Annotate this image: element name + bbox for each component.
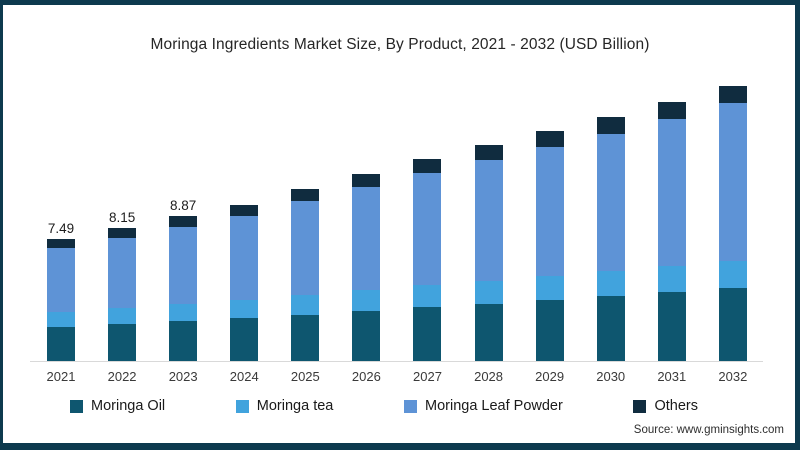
- x-axis-tick-label: 2032: [718, 369, 748, 384]
- legend-label: Moringa tea: [256, 398, 334, 414]
- bar-column-2030: 2030: [596, 117, 625, 384]
- bar-column-2025: 2025: [291, 189, 320, 384]
- x-axis-tick-label: 2027: [413, 369, 442, 384]
- x-axis-tick-label: 2028: [474, 369, 504, 384]
- legend-item-moringa-tea: Moringa tea: [235, 398, 334, 414]
- bar-segment-moringa-oil: [535, 299, 564, 361]
- bar-segment-moringa-tea: [413, 285, 442, 308]
- bar-segment-others: [108, 228, 137, 238]
- legend-swatch-icon: [70, 399, 83, 413]
- bar-segment-moringa-leaf-powder: [291, 201, 320, 296]
- bar-segment-moringa-tea: [535, 275, 564, 300]
- x-axis-tick-label: 2031: [657, 369, 687, 384]
- bar-column-2027: 2027: [413, 158, 442, 384]
- bar-segment-moringa-leaf-powder: [535, 146, 564, 276]
- bar-segment-moringa-tea: [291, 295, 320, 315]
- bar-segment-moringa-oil: [413, 307, 442, 361]
- x-axis-tick-label: 2029: [535, 369, 565, 384]
- bar-segment-moringa-oil: [474, 303, 503, 361]
- bar-segment-moringa-leaf-powder: [596, 133, 625, 271]
- bar-segment-moringa-tea: [657, 265, 686, 292]
- bar-total-label: 7.49: [47, 220, 75, 236]
- legend-swatch-icon: [235, 399, 249, 413]
- legend-swatch-icon: [404, 399, 417, 413]
- chart-legend: Moringa Oil Moringa tea Moringa Leaf Powde…: [70, 398, 698, 414]
- bar-segment-others: [291, 189, 320, 202]
- x-axis-tick-label: 2030: [596, 369, 626, 384]
- bar-segment-moringa-leaf-powder: [230, 215, 259, 300]
- bar-segment-others: [657, 101, 686, 120]
- source-credit: Source: www.gminsights.com: [633, 424, 784, 436]
- x-axis-line: [30, 361, 763, 362]
- bar-segment-moringa-leaf-powder: [108, 237, 137, 308]
- bar-segment-others: [474, 145, 503, 160]
- bar-segment-others: [596, 117, 625, 134]
- legend-label: Moringa Leaf Powder: [425, 398, 563, 414]
- legend-label: Others: [654, 398, 698, 414]
- bar-column-2032: 2032: [718, 86, 747, 384]
- bar-segment-moringa-tea: [352, 290, 381, 312]
- legend-item-others: Others: [633, 398, 698, 414]
- bar-segment-others: [352, 173, 381, 187]
- bar-segment-moringa-oil: [169, 320, 198, 361]
- legend-swatch-icon: [633, 399, 647, 413]
- bar-segment-moringa-leaf-powder: [47, 247, 75, 312]
- bar-segment-moringa-tea: [108, 307, 137, 324]
- bar-segment-moringa-tea: [596, 270, 625, 296]
- x-axis-tick-label: 2026: [351, 369, 381, 384]
- x-axis-tick-label: 2025: [290, 369, 320, 384]
- bar-column-2028: 2028: [474, 145, 503, 384]
- bar-chart-plot-area: 7.49 2021 8.15 2022 8.87 2023 2024 2025 2026 2027…: [47, 86, 747, 384]
- x-axis-tick-label: 2024: [229, 369, 259, 384]
- x-axis-tick-label: 2021: [46, 369, 76, 384]
- bar-segment-moringa-tea: [169, 303, 198, 321]
- bar-segment-moringa-oil: [352, 311, 381, 361]
- bar-segment-moringa-oil: [230, 318, 259, 361]
- bar-segment-others: [47, 238, 75, 248]
- legend-item-moringa-leaf-powder: Moringa Leaf Powder: [404, 398, 563, 414]
- bar-segment-moringa-leaf-powder: [474, 159, 503, 281]
- bar-segment-moringa-leaf-powder: [169, 227, 198, 304]
- bar-segment-moringa-oil: [657, 291, 686, 361]
- bar-column-2021: 7.49 2021: [47, 221, 76, 384]
- bar-segment-moringa-leaf-powder: [718, 103, 747, 261]
- x-axis-tick-label: 2022: [107, 369, 137, 384]
- x-axis-tick-label: 2023: [168, 369, 198, 384]
- chart-title: Moringa Ingredients Market Size, By Prod…: [150, 36, 650, 53]
- bar-segment-moringa-tea: [718, 260, 747, 288]
- bar-column-2023: 8.87 2023: [169, 198, 198, 384]
- bar-total-label: 8.15: [108, 210, 136, 226]
- legend-item-moringa-oil: Moringa Oil: [70, 398, 165, 414]
- bar-segment-others: [169, 216, 198, 228]
- bar-segment-moringa-leaf-powder: [657, 119, 686, 266]
- bar-segment-others: [230, 204, 259, 216]
- bar-column-2029: 2029: [535, 131, 564, 384]
- bar-segment-moringa-oil: [291, 314, 320, 361]
- bar-segment-moringa-leaf-powder: [413, 172, 442, 286]
- bar-segment-moringa-oil: [47, 326, 75, 361]
- bar-total-label: 8.87: [170, 198, 197, 214]
- bar-column-2024: 2024: [230, 204, 259, 384]
- bar-segment-others: [413, 158, 442, 173]
- bar-segment-others: [535, 131, 564, 147]
- bar-segment-moringa-tea: [474, 280, 503, 304]
- bar-segment-moringa-oil: [108, 323, 137, 361]
- bar-column-2022: 8.15 2022: [108, 210, 137, 384]
- bar-column-2026: 2026: [352, 173, 381, 384]
- bar-column-2031: 2031: [657, 101, 686, 384]
- bar-segment-moringa-leaf-powder: [352, 186, 381, 291]
- bar-segment-moringa-oil: [718, 287, 747, 361]
- bar-segment-moringa-tea: [47, 311, 75, 327]
- bar-segment-others: [718, 86, 747, 104]
- bar-segment-moringa-oil: [596, 295, 625, 361]
- bar-segment-moringa-tea: [230, 299, 259, 318]
- legend-label: Moringa Oil: [91, 398, 166, 414]
